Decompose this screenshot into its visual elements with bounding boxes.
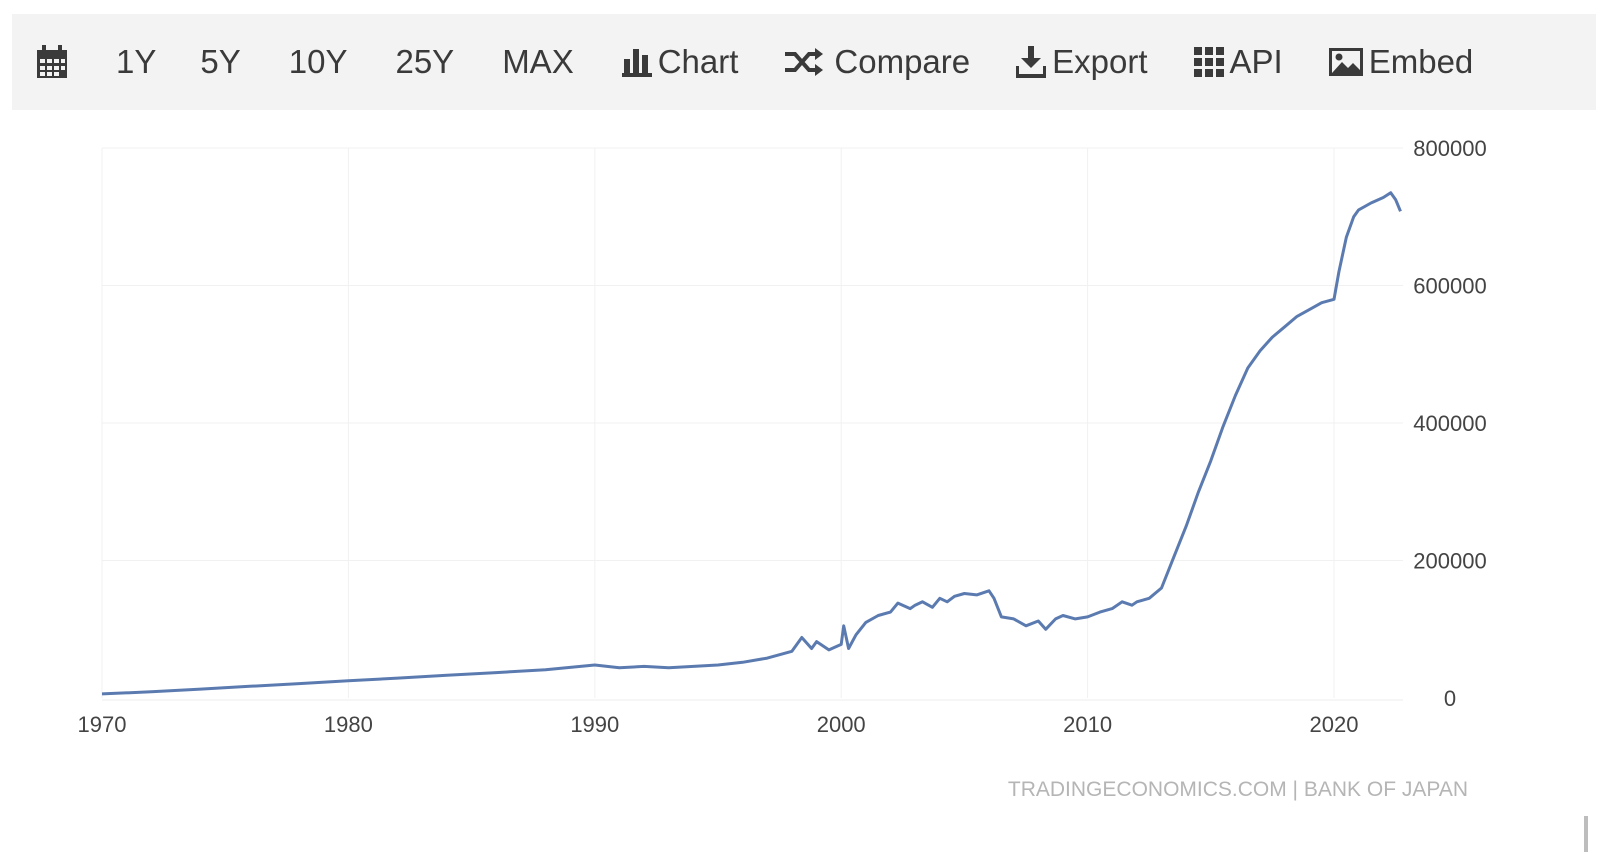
calendar-icon[interactable] (36, 14, 68, 110)
source-credit: TRADINGECONOMICS.COM | BANK OF JAPAN (1008, 778, 1468, 801)
range-1y-button[interactable]: 1Y (116, 43, 157, 80)
range-5y-button[interactable]: 5Y (200, 43, 241, 80)
x-tick-label: 1970 (78, 712, 127, 737)
series-line (101, 191, 1402, 696)
y-tick-label: 200000 (1413, 549, 1486, 574)
x-tick-label: 1980 (324, 712, 373, 737)
y-tick-label: 400000 (1413, 411, 1486, 436)
chart-series (101, 191, 1402, 696)
y-tick-label: 600000 (1413, 274, 1486, 299)
api-button[interactable]: API (1193, 14, 1283, 110)
scrollbar[interactable] (1584, 816, 1588, 852)
x-tick-label: 1990 (570, 712, 619, 737)
grid-icon (1193, 47, 1224, 77)
y-tick-label: 0 (1444, 686, 1456, 711)
chart-toolbar: 1Y 5Y 10Y 25Y MAX Chart (12, 14, 1596, 110)
x-tick-label: 2020 (1310, 712, 1359, 737)
x-axis-ticks: 1970 1980 1990 2000 2010 2020 (78, 712, 1359, 737)
y-tick-label: 800000 (1413, 136, 1486, 161)
chart-grid (101, 147, 1403, 701)
x-tick-label: 2000 (817, 712, 866, 737)
chart-button[interactable]: Chart (621, 14, 738, 110)
range-25y-button[interactable]: 25Y (395, 43, 455, 80)
image-icon (1328, 48, 1363, 76)
range-10y-button[interactable]: 10Y (288, 43, 348, 80)
bar-chart-icon (621, 47, 652, 77)
export-button[interactable]: Export (1016, 14, 1148, 110)
chart-svg: 1970 1980 1990 2000 2010 2020 800000 600000 400… (78, 136, 1487, 801)
download-icon (1016, 46, 1047, 78)
chart-area: 1970 1980 1990 2000 2010 2020 800000 600000 400… (12, 110, 1596, 860)
compare-button[interactable]: Compare (784, 14, 970, 110)
shuffle-icon (784, 48, 824, 76)
y-axis-ticks: 800000 600000 400000 200000 0 (1413, 136, 1486, 711)
range-max-button[interactable]: MAX (502, 43, 574, 80)
x-tick-label: 2010 (1063, 712, 1112, 737)
embed-button[interactable]: Embed (1328, 14, 1473, 110)
chart-widget: 1Y 5Y 10Y 25Y MAX Chart (12, 14, 1596, 860)
